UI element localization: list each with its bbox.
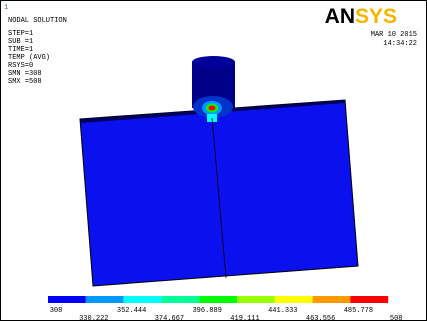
legend-label: 308 — [50, 307, 63, 315]
info-line: TEMP (AVG) — [8, 54, 50, 62]
legend-label: 485.778 — [344, 307, 373, 315]
ansys-window: 1 NODAL SOLUTION STEP=1SUB =1TIME=1TEMP … — [0, 0, 427, 321]
legend-swatch — [199, 296, 237, 303]
legend-label: 374.667 — [155, 315, 184, 321]
info-title: NODAL SOLUTION — [8, 17, 67, 25]
logo-dark: AN — [325, 5, 355, 28]
legend-label: 463.556 — [306, 315, 335, 321]
legend-swatch — [350, 296, 388, 303]
date: MAR 10 2015 — [371, 31, 417, 39]
logo-light: SYS — [355, 5, 397, 28]
info-line: STEP=1 — [8, 30, 33, 38]
legend-swatch — [237, 296, 275, 303]
info-line: TIME=1 — [8, 46, 33, 54]
legend-swatch — [48, 296, 86, 303]
legend-swatch — [161, 296, 199, 303]
info-line: SMX =508 — [8, 78, 42, 86]
info-line: SMN =308 — [8, 70, 42, 78]
legend-swatch — [313, 296, 351, 303]
hot-zone-3 — [209, 106, 216, 111]
time: 14:34:22 — [383, 40, 417, 48]
legend-label: 508 — [390, 315, 403, 321]
legend-swatch — [124, 296, 162, 303]
window-number: 1 — [4, 4, 8, 12]
legend-swatch — [275, 296, 313, 303]
legend-label: 419.111 — [230, 315, 259, 321]
cylinder-top — [192, 56, 235, 68]
legend-label: 352.444 — [117, 307, 146, 315]
page: {"window_number": "1", "info": {"title":… — [0, 0, 427, 321]
legend-swatch — [86, 296, 124, 303]
info-line: RSYS=0 — [8, 62, 33, 70]
legend-label: 396.889 — [192, 307, 221, 315]
legend-label: 441.333 — [268, 307, 297, 315]
legend-label: 330.222 — [79, 315, 108, 321]
info-line: SUB =1 — [8, 38, 33, 46]
